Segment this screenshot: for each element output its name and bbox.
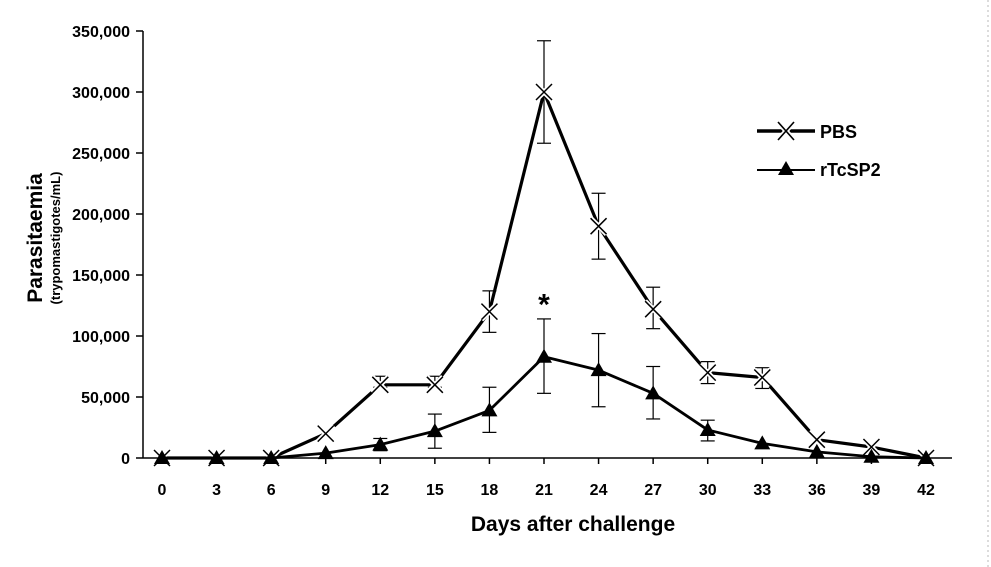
x-marker-stroke bbox=[808, 431, 826, 449]
x-marker-stroke bbox=[590, 217, 608, 235]
markers-rtcsp2 bbox=[154, 348, 934, 464]
data-point-pbs bbox=[479, 301, 500, 322]
series-line-pbs bbox=[162, 90, 927, 460]
data-point-pbs bbox=[807, 429, 827, 450]
data-point-pbs bbox=[697, 362, 718, 383]
x-marker-stroke bbox=[317, 425, 335, 443]
significance-asterisk: * bbox=[538, 288, 550, 321]
y-tick-label: 50,000 bbox=[81, 390, 130, 407]
x-tick-label: 42 bbox=[917, 482, 935, 499]
data-point-rtcsp2 bbox=[481, 402, 498, 417]
data-point-pbs bbox=[861, 437, 882, 457]
y-tick-label: 300,000 bbox=[72, 85, 130, 102]
y-axis-subtitle: (trypomastigotes/mL) bbox=[48, 172, 63, 305]
x-marker-stroke bbox=[753, 368, 771, 387]
x-marker-stroke bbox=[480, 303, 498, 321]
data-point-rtcsp2 bbox=[372, 436, 389, 451]
y-tick-label: 100,000 bbox=[72, 329, 130, 346]
x-tick-label: 12 bbox=[371, 482, 389, 499]
data-point-pbs bbox=[588, 216, 609, 236]
x-tick-label: 0 bbox=[158, 482, 167, 499]
x-marker-stroke bbox=[862, 438, 880, 456]
legend-item-rtcsp2: rTcSP2 bbox=[757, 160, 881, 180]
data-point-rtcsp2 bbox=[808, 443, 825, 458]
x-marker-stroke bbox=[371, 376, 389, 394]
legend-triangle-marker-icon bbox=[778, 161, 794, 175]
x-tick-label: 30 bbox=[699, 482, 717, 499]
data-point-rtcsp2 bbox=[263, 450, 280, 464]
data-point-rtcsp2 bbox=[317, 445, 334, 460]
x-tick-label: 9 bbox=[321, 482, 330, 499]
x-tick-label: 39 bbox=[863, 482, 881, 499]
data-point-rtcsp2 bbox=[208, 450, 225, 464]
y-tick-label: 150,000 bbox=[72, 268, 130, 285]
data-point-rtcsp2 bbox=[536, 348, 552, 363]
data-point-rtcsp2 bbox=[645, 385, 662, 400]
x-tick-label: 15 bbox=[426, 482, 444, 499]
legend-label-pbs: PBS bbox=[820, 122, 857, 142]
data-point-rtcsp2 bbox=[699, 421, 716, 436]
x-tick-label: 3 bbox=[212, 482, 221, 499]
y-tick-label: 0 bbox=[121, 451, 130, 468]
series-layer bbox=[152, 40, 936, 468]
y-tick-label: 250,000 bbox=[72, 146, 130, 163]
x-tick-label: 6 bbox=[267, 482, 276, 499]
data-point-rtcsp2 bbox=[754, 435, 771, 450]
y-tick-label: 200,000 bbox=[72, 207, 130, 224]
legend: PBS rTcSP2 bbox=[757, 120, 881, 180]
legend-item-pbs: PBS bbox=[757, 120, 857, 142]
y-axis-ticks: 0 50,000 100,000 150,000 200,000 250,000 300,0… bbox=[72, 24, 143, 468]
x-tick-label: 24 bbox=[590, 482, 608, 499]
data-point-rtcsp2 bbox=[863, 448, 880, 463]
x-tick-label: 36 bbox=[808, 482, 826, 499]
data-point-pbs bbox=[425, 375, 445, 395]
x-marker-stroke bbox=[644, 300, 662, 318]
data-point-rtcsp2 bbox=[426, 423, 443, 438]
x-tick-label: 33 bbox=[753, 482, 771, 499]
data-point-pbs bbox=[315, 423, 336, 444]
legend-label-rtcsp2: rTcSP2 bbox=[820, 160, 881, 180]
x-tick-label: 27 bbox=[644, 482, 662, 499]
y-axis-title: Parasitaemia bbox=[24, 173, 47, 303]
data-point-rtcsp2 bbox=[154, 450, 170, 464]
x-tick-label: 21 bbox=[535, 482, 553, 499]
y-tick-label: 350,000 bbox=[72, 24, 130, 41]
x-axis-title: Days after challenge bbox=[471, 513, 675, 536]
annotation-layer: * bbox=[538, 288, 550, 321]
x-axis-ticks: 0 3 6 9 12 15 18 21 24 27 30 33 36 39 42 bbox=[158, 458, 935, 499]
data-point-rtcsp2 bbox=[590, 362, 607, 377]
x-tick-label: 18 bbox=[481, 482, 499, 499]
data-point-rtcsp2 bbox=[918, 450, 934, 464]
x-marker-stroke bbox=[535, 83, 553, 101]
x-marker-stroke bbox=[426, 376, 444, 394]
data-point-pbs bbox=[534, 82, 554, 102]
legend-x-marker-stroke bbox=[777, 121, 795, 141]
x-marker-stroke bbox=[699, 364, 717, 382]
error-bars-pbs bbox=[373, 40, 770, 390]
data-point-pbs bbox=[370, 375, 391, 395]
data-point-pbs bbox=[752, 367, 773, 388]
data-point-pbs bbox=[643, 299, 663, 319]
